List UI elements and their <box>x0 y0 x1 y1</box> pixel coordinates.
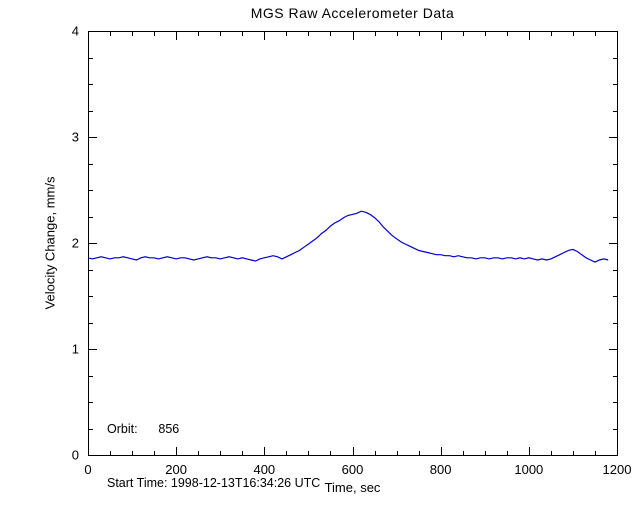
chart-title: MGS Raw Accelerometer Data <box>250 5 455 21</box>
data-line-velocity-change <box>87 210 609 263</box>
y-tick-label: 0 <box>71 447 79 463</box>
x-tick-label: 1200 <box>602 462 632 477</box>
x-tick-label: 0 <box>84 462 92 477</box>
x-tick-label: 800 <box>429 462 452 477</box>
axes-frame <box>88 31 618 456</box>
x-tick-label: 400 <box>253 462 276 477</box>
y-tick-label: 2 <box>71 235 79 251</box>
x-tick-label: 1000 <box>514 462 544 477</box>
x-tick-label: 600 <box>341 462 364 477</box>
y-tick-label: 3 <box>71 129 79 145</box>
y-tick-label: 4 <box>71 23 79 39</box>
annotation-orbit: Orbit: 856 <box>107 422 180 436</box>
annotation-start-time: Start Time: 1998-12-13T16:34:26 UTC <box>107 476 321 490</box>
annotation-block: Orbit: 856 Start Time: 1998-12-13T16:34:… <box>107 384 323 512</box>
y-tick-label: 1 <box>71 341 79 357</box>
x-axis-label: Time, sec <box>324 480 381 495</box>
x-tick-label: 200 <box>165 462 188 477</box>
